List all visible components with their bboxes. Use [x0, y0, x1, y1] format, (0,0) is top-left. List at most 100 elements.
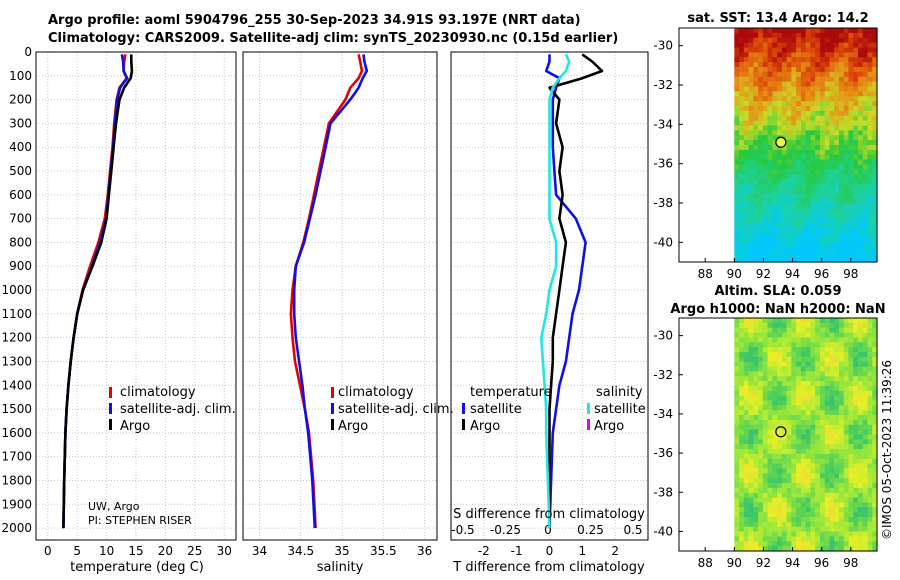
map-cell: [800, 318, 807, 324]
map-cell: [829, 247, 835, 253]
map-cell: [834, 252, 840, 258]
map-cell: [848, 188, 854, 195]
map-cell: [791, 424, 797, 431]
map-cell: [753, 449, 759, 455]
map-cell: [762, 179, 769, 185]
map-cell: [743, 478, 750, 484]
map-cell: [848, 434, 854, 440]
map-cell: [810, 149, 816, 156]
map-cell: [834, 526, 840, 533]
map-cell: [857, 351, 864, 358]
map-cell: [829, 154, 835, 161]
map-cell: [800, 242, 807, 248]
map-cell: [753, 257, 759, 263]
map-cell: [796, 546, 802, 552]
map-cell: [815, 208, 821, 214]
map-cell: [743, 342, 750, 348]
map-cell: [867, 135, 873, 141]
map-cell: [781, 101, 788, 107]
map-cell: [800, 130, 807, 136]
map-cell: [767, 434, 773, 440]
map-cell: [829, 419, 835, 426]
map-cell: [762, 154, 769, 161]
map-cell: [796, 376, 802, 382]
map-cell: [853, 130, 859, 136]
map-cell: [781, 149, 788, 156]
map-cell: [739, 188, 745, 195]
map-cell: [772, 424, 778, 431]
map-cell: [762, 478, 769, 484]
map-cell: [829, 483, 835, 489]
map-cell: [734, 149, 740, 156]
map-cell: [734, 247, 740, 253]
map-cell: [834, 184, 840, 190]
map-cell: [739, 42, 745, 49]
map-cell: [762, 483, 769, 489]
map-cell: [853, 468, 859, 474]
map-cell: [758, 347, 764, 353]
map-cell: [805, 149, 812, 156]
map-cell: [796, 366, 802, 372]
map-cell: [743, 487, 750, 494]
x-tick-label: 1: [579, 544, 587, 558]
map-cell: [843, 120, 850, 127]
map-cell: [862, 67, 869, 73]
map-cell: [796, 419, 802, 426]
map-cell: [739, 453, 745, 460]
map-cell: [815, 242, 821, 248]
map-cell: [772, 449, 778, 455]
map-cell: [848, 376, 854, 382]
map-cell: [810, 37, 816, 44]
map-cell: [743, 322, 750, 329]
map-cell: [762, 62, 769, 68]
map-cell: [781, 541, 788, 547]
map-cell: [815, 342, 821, 348]
map-cell: [753, 47, 759, 53]
map-cell: [734, 62, 740, 68]
map-cell: [786, 405, 792, 411]
map-cell: [848, 410, 854, 416]
map-cell: [743, 237, 750, 244]
map-cell: [767, 101, 773, 107]
map-cell: [867, 439, 873, 445]
map-cell: [781, 227, 788, 234]
map-cell: [743, 463, 750, 470]
map-cell: [743, 91, 750, 97]
map-cell: [786, 101, 792, 107]
map-cell: [777, 32, 783, 39]
map-cell: [796, 86, 802, 92]
map-cell: [805, 252, 812, 258]
map-cell: [767, 337, 773, 343]
map-cell: [829, 347, 835, 353]
map-cell: [772, 526, 778, 533]
map-cell: [815, 62, 821, 68]
map-cell: [791, 96, 797, 102]
map-cell: [748, 179, 754, 185]
map-cell: [772, 81, 778, 88]
map-cell: [777, 257, 783, 263]
map-cell: [829, 145, 835, 151]
difference-legend: temperature satellite Argo salinity sate…: [462, 385, 646, 434]
map-cell: [748, 463, 754, 470]
map-cell: [843, 47, 850, 53]
map-cell: [805, 526, 812, 533]
map-cell: [805, 52, 812, 58]
map-cell: [857, 342, 864, 348]
legend-label-climatology: climatology: [120, 385, 196, 400]
map-cell: [805, 322, 812, 329]
map-cell: [796, 351, 802, 358]
map-cell: [739, 184, 745, 190]
map-cell: [843, 361, 850, 368]
map-cell: [815, 193, 821, 200]
map-cell: [805, 247, 812, 253]
map-cell: [838, 512, 845, 518]
map-cell: [758, 135, 764, 141]
y-tick-label: 1800: [1, 473, 32, 487]
map-cell: [853, 351, 859, 358]
map-cell: [872, 371, 878, 377]
map-cell: [843, 106, 850, 112]
map-cell: [867, 101, 873, 107]
map-cell: [862, 439, 869, 445]
map-cell: [777, 52, 783, 58]
map-cell: [838, 130, 845, 136]
